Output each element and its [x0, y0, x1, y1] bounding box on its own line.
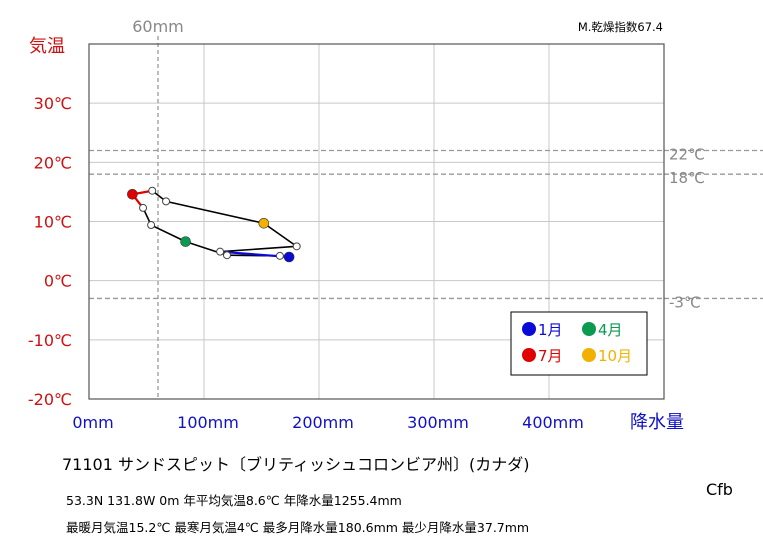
monthly-extremes: 最暖月気温15.2℃ 最寒月気温4℃ 最多月降水量180.6mm 最少月降水量3…	[66, 520, 530, 535]
legend-label: 7月	[538, 347, 563, 365]
month-point-1	[283, 251, 295, 263]
x-tick-label: 400mm	[522, 413, 584, 432]
koppen-class: Cfb	[706, 480, 733, 499]
legend-label: 10月	[598, 347, 632, 365]
month-point-7	[127, 188, 138, 200]
month-point-11	[292, 242, 301, 251]
temperature-reference-label: 22℃	[669, 146, 705, 164]
y-tick-label: 10℃	[34, 213, 72, 232]
path-segment	[150, 224, 186, 243]
legend-marker	[582, 348, 596, 362]
month-point-2	[275, 251, 284, 260]
month-point-6	[139, 203, 148, 212]
y-tick-label: -10℃	[28, 331, 72, 350]
y-tick-label: -20℃	[28, 390, 72, 409]
legend-marker	[582, 322, 596, 336]
month-point-4	[180, 236, 191, 247]
temperature-reference-label: -3℃	[669, 293, 701, 311]
plot-frame	[88, 43, 665, 400]
temperature-reference-label: 18℃	[669, 169, 705, 187]
path-segment	[263, 222, 298, 248]
legend-marker	[522, 348, 536, 362]
station-name: 71101 サンドスピット〔ブリティッシュコロンビア州〕(カナダ)	[62, 455, 530, 474]
legend-label: 4月	[598, 321, 623, 339]
month-point-3	[223, 251, 231, 260]
month-point-8	[148, 186, 157, 195]
legend-label: 1月	[538, 321, 563, 339]
y-tick-label: 0℃	[44, 272, 72, 291]
x-tick-label: 100mm	[177, 413, 239, 432]
dryness-index: M.乾燥指数67.4	[578, 20, 663, 34]
month-point-12	[216, 247, 225, 256]
month-point-10	[258, 217, 270, 229]
x-axis-label: 降水量	[630, 412, 684, 433]
y-tick-label: 30℃	[34, 94, 72, 113]
x-tick-label: 300mm	[407, 413, 469, 432]
month-point-5	[147, 221, 156, 230]
y-axis-label: 気温	[29, 36, 65, 57]
path-segment	[220, 245, 297, 253]
legend-marker	[522, 322, 536, 336]
x-tick-label: 0mm	[72, 413, 113, 432]
precipitation-reference-label: 60mm	[132, 17, 184, 36]
legend-box	[510, 311, 648, 376]
station-coordinates: 53.3N 131.8W 0m 年平均気温8.6℃ 年降水量1255.4mm	[66, 493, 402, 508]
month-point-9	[162, 197, 171, 206]
x-tick-label: 200mm	[292, 413, 354, 432]
path-segment	[165, 200, 264, 225]
y-tick-label: 20℃	[34, 153, 72, 172]
